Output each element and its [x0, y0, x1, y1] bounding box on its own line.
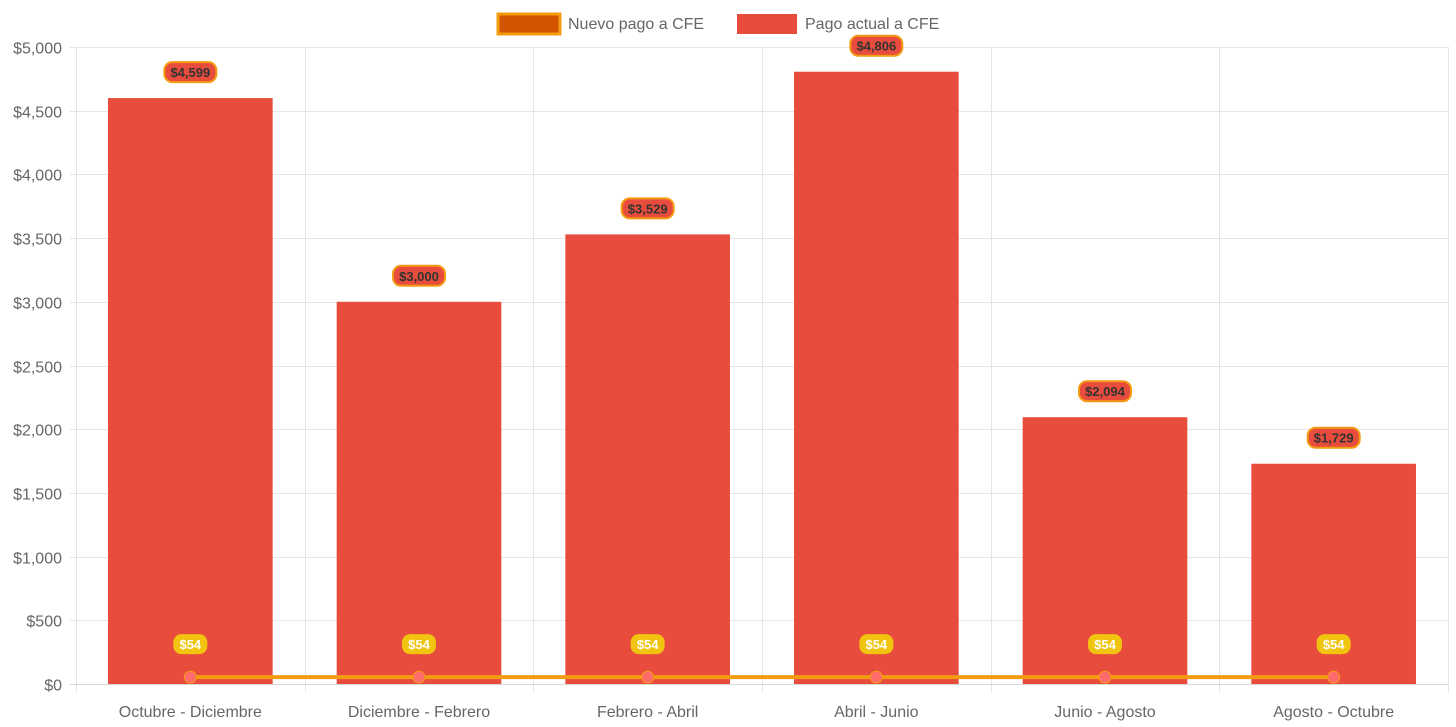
y-tick-label: $1,000 [13, 551, 62, 568]
y-tick-label: $3,500 [13, 232, 62, 249]
legend-label-pago-actual: Pago actual a CFE [805, 16, 939, 33]
bar [565, 234, 730, 684]
line-value-label: $54 [865, 637, 887, 652]
bar-value-label: $3,000 [399, 269, 439, 284]
legend-item-pago-actual[interactable]: Pago actual a CFE [737, 14, 939, 34]
line-label-badge [630, 634, 665, 655]
legend: Nuevo pago a CFE Pago actual a CFE [496, 12, 939, 36]
line-point [869, 670, 883, 684]
bar-value-label: $2,094 [1085, 384, 1126, 399]
x-tick-label: Diciembre - Febrero [348, 704, 490, 721]
line-value-label: $54 [179, 637, 201, 652]
bar-label-badge [1078, 380, 1132, 403]
x-tick-label: Octubre - Diciembre [119, 704, 262, 721]
legend-item-nuevo-pago[interactable]: Nuevo pago a CFE [496, 12, 704, 36]
line-label-badge [1316, 634, 1351, 655]
bar-value-label: $1,729 [1314, 431, 1354, 446]
bar-label-badge [392, 264, 446, 287]
bar-value-label: $4,806 [856, 39, 896, 54]
y-tick-label: $4,500 [13, 105, 62, 122]
bar-label-badge [620, 197, 675, 220]
x-tick-label: Abril - Junio [834, 704, 919, 721]
x-tick-label: Agosto - Octubre [1273, 704, 1394, 721]
data-labels: $4,599 $3,000 $3,529 $4,806 $2,094 $1,729 $54 $… [163, 34, 1361, 655]
x-tick-label: Febrero - Abril [597, 704, 698, 721]
line-value-label: $54 [637, 637, 659, 652]
line-point [641, 670, 655, 684]
line-point [1098, 670, 1112, 684]
line-value-label: $54 [408, 637, 430, 652]
legend-swatch-nuevo-pago [496, 12, 562, 36]
y-tick-label: $500 [26, 614, 62, 631]
bar-label-badge [1306, 426, 1361, 449]
y-axis: $0 $500 $1,000 $1,500 $2,000 $2,500 $3,000 $3,5… [13, 41, 62, 695]
bar-series [108, 71, 1416, 685]
bar [108, 98, 273, 684]
bar-value-label: $4,599 [170, 65, 210, 80]
line-point [183, 670, 197, 684]
line-label-badge [402, 634, 436, 655]
bar [794, 71, 959, 685]
line-value-label: $54 [1323, 637, 1345, 652]
bar-label-badge [163, 61, 218, 84]
line-label-badge [1088, 634, 1122, 655]
legend-swatch-pago-actual [737, 14, 797, 34]
line-point [1327, 670, 1341, 684]
line-value-label: $54 [1094, 637, 1116, 652]
y-tick-label: $1,500 [13, 487, 62, 504]
bar [336, 301, 502, 684]
y-tick-label: $5,000 [13, 41, 62, 58]
line-label-badge [859, 634, 894, 655]
y-tick-label: $4,000 [13, 168, 62, 185]
bar-label-badge [849, 34, 904, 57]
y-tick-label: $2,000 [13, 423, 62, 440]
legend-label-nuevo-pago: Nuevo pago a CFE [568, 16, 704, 33]
y-tick-label: $3,000 [13, 296, 62, 313]
bar-value-label: $3,529 [628, 201, 668, 216]
grid [70, 47, 1449, 692]
line-point [412, 670, 426, 684]
y-tick-label: $0 [44, 678, 62, 695]
y-tick-label: $2,500 [13, 360, 62, 377]
line-series [183, 670, 1341, 684]
line-label-badge [173, 634, 208, 655]
x-axis: Octubre - Diciembre Diciembre - Febrero Fe… [119, 704, 1394, 721]
x-tick-label: Junio - Agosto [1054, 704, 1156, 721]
